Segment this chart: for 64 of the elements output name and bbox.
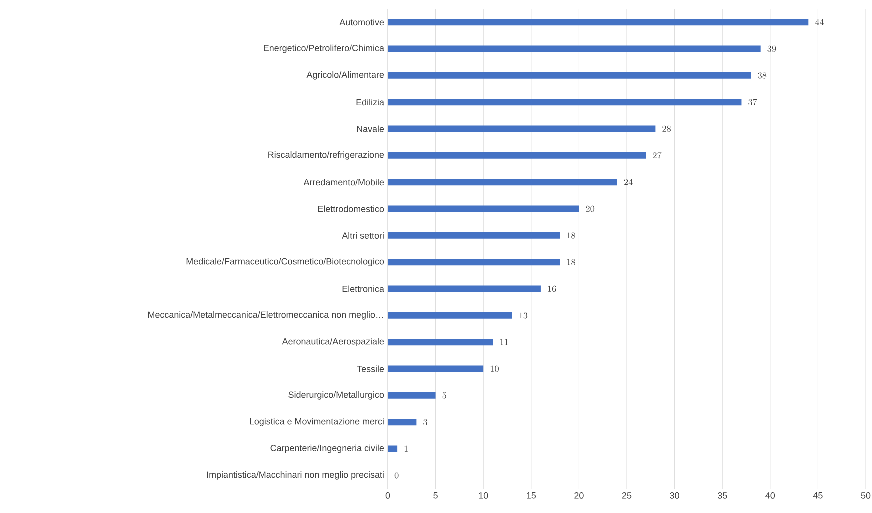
y-tick-label: Logistica e Movimentazione merci <box>250 418 384 427</box>
y-tick-label: Elettrodomestico <box>318 206 384 212</box>
y-tick-label: Carpenterie/Ingegneria civile <box>270 444 384 454</box>
data-label: 18 <box>567 259 576 266</box>
data-label: 16 <box>548 286 556 292</box>
bar <box>388 259 560 266</box>
data-label: 20 <box>586 206 595 212</box>
y-tick-label: Tessile <box>357 366 384 372</box>
x-tick-label: 15 <box>527 492 536 499</box>
data-label: 37 <box>748 99 758 106</box>
x-tick-label: 5 <box>434 492 438 499</box>
bar <box>388 366 484 372</box>
data-label: 13 <box>520 312 528 319</box>
y-tick-label: Agricolo/Alimentare <box>306 71 384 80</box>
y-tick-label: Siderurgico/Metallurgico <box>288 391 384 400</box>
bar <box>388 419 417 426</box>
bar <box>388 312 512 319</box>
y-tick-label: Arredamento/Mobile <box>304 179 384 186</box>
bar <box>388 126 656 132</box>
x-tick-label: 40 <box>766 492 776 499</box>
y-tick-label: Meccanica/Metalmeccanica/Elettromeccanica non meglio… <box>148 311 384 320</box>
data-label: 0 <box>394 472 399 479</box>
x-tick-label: 50 <box>861 492 871 499</box>
bar <box>388 46 761 52</box>
bar <box>388 19 809 26</box>
x-tick-label: 45 <box>813 492 823 499</box>
y-tick-label: Automotive <box>340 19 384 26</box>
data-label: 5 <box>442 392 446 399</box>
y-tick-label: Riscaldamento/refrigerazione <box>268 151 384 160</box>
y-tick-label: Energetico/Petrolifero/Chimica <box>264 44 384 54</box>
data-label: 3 <box>424 419 428 426</box>
x-tick-label: 30 <box>670 492 680 499</box>
x-tick-label: 0 <box>386 492 390 499</box>
y-tick-label: Aeronautica/Aerospaziale <box>282 338 384 347</box>
y-tick-label: Navale <box>357 126 384 132</box>
y-tick-label: Altri settori <box>342 232 384 239</box>
y-tick-label: Impiantistica/Macchinari non meglio precisati <box>207 471 384 480</box>
bar <box>388 72 752 79</box>
data-label: 24 <box>624 179 633 186</box>
data-label: 28 <box>662 126 672 132</box>
data-label: 39 <box>768 46 776 52</box>
bar <box>388 446 398 452</box>
bar <box>388 339 494 346</box>
data-label: 44 <box>815 19 824 26</box>
y-tick-label: Medicale/Farmaceutico/Cosmetico/Biotecnologico <box>186 258 384 267</box>
data-label: 10 <box>490 366 499 372</box>
x-tick-label: 20 <box>574 492 584 499</box>
bar <box>388 99 742 106</box>
y-tick-label: Elettronica <box>342 286 384 292</box>
data-label: 27 <box>653 152 662 159</box>
data-label: 1 <box>404 446 408 452</box>
data-label: 38 <box>758 72 767 79</box>
data-label: 18 <box>567 232 576 239</box>
x-tick-label: 10 <box>479 492 488 499</box>
bar <box>388 232 560 239</box>
bar <box>388 206 580 212</box>
y-tick-label: Edilizia <box>356 99 384 106</box>
bar <box>388 179 618 186</box>
x-tick-label: 35 <box>718 492 728 499</box>
bar <box>388 152 646 159</box>
bar <box>388 286 541 292</box>
x-tick-label: 25 <box>622 492 632 499</box>
data-label: 11 <box>500 339 508 346</box>
bar <box>388 392 436 399</box>
